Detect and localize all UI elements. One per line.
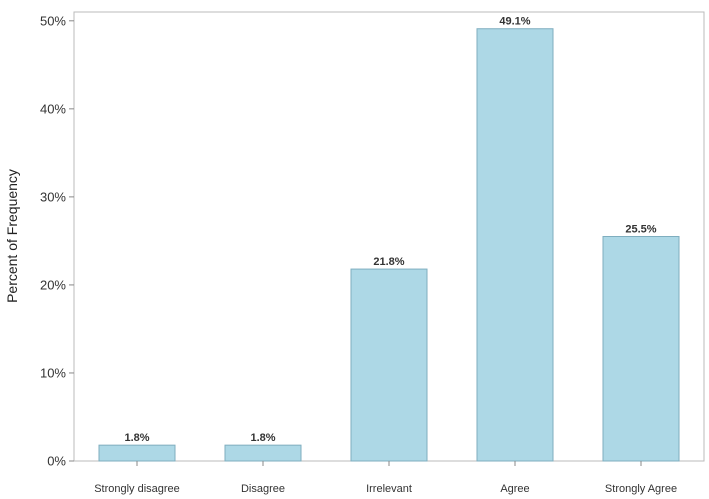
data-label: 1.8% — [124, 432, 149, 444]
bar-agree — [476, 28, 554, 462]
data-label: 25.5% — [625, 224, 656, 236]
data-label: 1.8% — [250, 432, 275, 444]
x-tick-label: Strongly Agree — [605, 483, 677, 495]
bar-strongly-agree — [602, 236, 680, 462]
x-axis: Strongly disagree Disagree Irrelevant Agree… — [94, 461, 677, 495]
y-tick-label: 50% — [40, 13, 66, 28]
y-tick-label: 40% — [40, 101, 66, 116]
bars — [98, 28, 680, 462]
x-tick-label: Irrelevant — [366, 483, 412, 495]
bar-strongly-disagree — [98, 444, 176, 462]
y-axis: 0% 10% 20% 30% 40% 50% — [40, 13, 74, 469]
y-tick-label: 10% — [40, 365, 66, 380]
y-tick-label: 0% — [47, 454, 66, 469]
data-labels: 1.8% 1.8% 21.8% 49.1% 25.5% — [124, 16, 656, 444]
x-tick-label: Disagree — [241, 483, 285, 495]
bar-irrelevant — [350, 268, 428, 462]
x-tick-label: Agree — [500, 483, 529, 495]
data-label: 49.1% — [499, 16, 530, 28]
y-tick-label: 30% — [40, 189, 66, 204]
y-tick-label: 20% — [40, 277, 66, 292]
bar-disagree — [224, 444, 302, 462]
x-tick-label: Strongly disagree — [94, 483, 180, 495]
data-label: 21.8% — [373, 256, 404, 268]
y-axis-title: Percent of Frequency — [4, 169, 20, 303]
